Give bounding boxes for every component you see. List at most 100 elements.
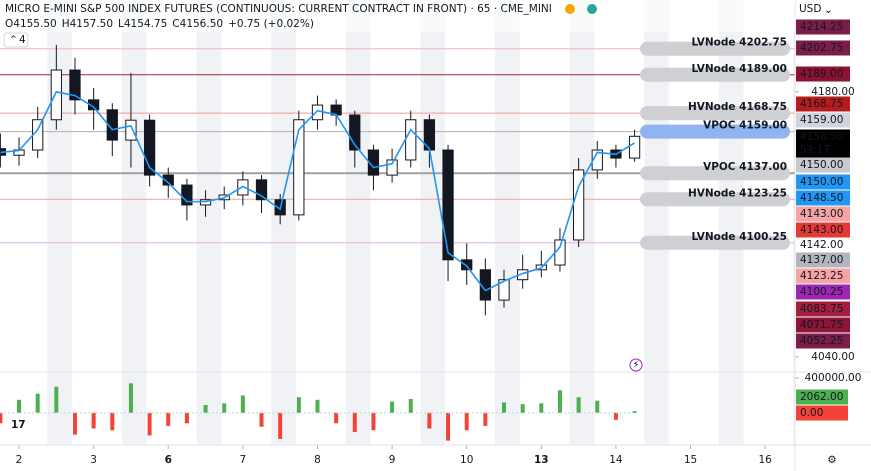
volume-bar — [539, 403, 544, 413]
level-pill — [640, 67, 790, 82]
volume-label-bg — [796, 405, 848, 421]
y-tick-label: 400000.00 — [805, 372, 862, 384]
plot: LVNode 4202.75 LVNode 4189.00 HVNode 4168.… — [0, 37, 795, 316]
price-label: 4150.00 — [800, 159, 843, 171]
candle-body — [311, 104, 324, 121]
price-label: 4083.75 — [800, 303, 843, 315]
ohlc-value: 4157.50 — [70, 18, 113, 30]
x-tick-label: 6 — [165, 454, 172, 466]
x-tick-label: 10 — [460, 454, 473, 466]
volume-bar — [315, 399, 320, 413]
price-label-bg — [796, 112, 850, 128]
candle-body — [88, 99, 100, 111]
x-tick-label: 16 — [758, 454, 772, 466]
price-label: 4071.75 — [800, 319, 843, 331]
candle-body — [498, 279, 510, 301]
volume-bar — [110, 412, 115, 431]
level-pill — [640, 166, 790, 181]
status-dot — [587, 4, 597, 14]
settings-icon[interactable]: ⚙ — [827, 454, 836, 466]
ohlc-legend: O 4155.50 H 4157.50 L 4154.75 C 4156.50 +0.75 (+… — [5, 18, 314, 30]
volume-bar — [520, 404, 525, 413]
price-label-bg — [796, 40, 850, 56]
price-label-bg — [796, 206, 850, 222]
volume-label-bg — [796, 389, 848, 405]
price-label-bg — [796, 157, 850, 173]
alert-icon[interactable] — [629, 358, 643, 372]
volume-bar — [595, 400, 600, 413]
session-shade — [644, 0, 669, 445]
price-label-bg — [796, 268, 850, 284]
level-pill — [640, 192, 790, 207]
volume-bar — [483, 412, 488, 426]
y-tick-label: 4040.00 — [811, 351, 854, 363]
ohlc-change: +0.75 (+0.02%) — [228, 18, 314, 30]
volume-bar — [632, 411, 637, 413]
level-label: LVNode 4189.00 — [692, 63, 788, 75]
price-label-bg — [796, 333, 850, 349]
logo[interactable]: 17 — [11, 419, 26, 431]
candle-body — [50, 69, 62, 121]
indicator-toggle[interactable] — [3, 32, 29, 48]
countdown: 54:17 — [800, 144, 830, 156]
candle-body — [106, 109, 118, 141]
candle-body — [405, 119, 417, 161]
price-label: 4142.00 — [800, 239, 843, 251]
candle-body — [69, 69, 81, 101]
candle-body — [386, 159, 398, 176]
vwap-line — [0, 90, 635, 292]
chart-title: MICRO E-MINI S&P 500 INDEX FUTURES (CONT… — [5, 3, 552, 15]
candle-body — [181, 184, 193, 206]
x-tick-label: 7 — [240, 454, 247, 466]
ohlc-value: 4154.75 — [124, 18, 167, 30]
volume-bar — [352, 412, 357, 432]
volume-bar — [166, 412, 171, 426]
x-tick-label: 15 — [684, 454, 697, 466]
volume-label: 0.00 — [800, 407, 823, 419]
price-label-bg — [796, 222, 850, 238]
candle-body — [628, 135, 641, 159]
volume-bar — [240, 395, 245, 413]
session-shade — [121, 0, 147, 445]
alert-bolt: ⚡ — [632, 359, 639, 371]
price-label: 4159.00 — [800, 114, 843, 126]
candle-body — [442, 149, 454, 261]
volume-bar — [259, 412, 264, 427]
session-shade — [793, 0, 795, 445]
price-label-bg — [796, 252, 850, 268]
session-shade — [345, 0, 371, 445]
currency[interactable]: USD — [799, 3, 821, 15]
countdown-bg — [796, 142, 850, 158]
price-label: 4137.00 — [800, 254, 843, 266]
volume-bar — [54, 386, 59, 413]
volume-bar — [184, 412, 189, 424]
price-label-bg — [796, 19, 850, 35]
candle-body — [517, 269, 529, 281]
price-label-bg — [796, 129, 850, 145]
price-label: 4150.00 — [800, 176, 843, 188]
session-shade — [196, 0, 222, 445]
volume-bar — [91, 412, 96, 429]
x-tick-label: 2 — [16, 454, 23, 466]
price-label-bg — [796, 190, 850, 206]
level-label: HVNode 4123.25 — [688, 187, 787, 199]
level-pill — [640, 41, 790, 56]
volume-bar — [576, 397, 581, 413]
price-label-bg — [796, 317, 850, 333]
price-label: 4123.25 — [800, 270, 843, 282]
session-shade — [47, 0, 73, 445]
volume-bar — [17, 399, 22, 413]
price-label: 4156.50 — [800, 131, 843, 143]
volume-label: 2062.00 — [800, 391, 843, 403]
candle-body — [143, 119, 156, 176]
price-label-bg — [796, 237, 850, 253]
volume-bar — [427, 412, 432, 429]
candle-body — [591, 149, 603, 171]
volume-bar — [613, 412, 618, 420]
volume-bar — [147, 412, 152, 436]
level-label: LVNode 4100.25 — [692, 231, 788, 243]
chevron: ⌃ — [9, 34, 18, 46]
logo-bg — [8, 414, 42, 436]
candle-body — [367, 149, 380, 176]
